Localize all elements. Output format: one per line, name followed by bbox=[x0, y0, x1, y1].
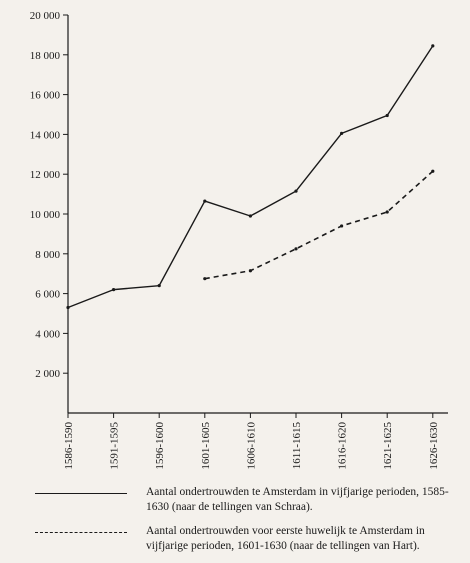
x-tick-label: 1586-1590 bbox=[63, 422, 75, 470]
legend-solid-line-swatch bbox=[35, 493, 127, 494]
series-solid-point bbox=[385, 113, 389, 118]
series-solid-point bbox=[294, 189, 298, 193]
series-solid-point bbox=[248, 214, 252, 218]
y-tick-label: 14 000 bbox=[30, 129, 61, 141]
x-tick-label: 1616-1620 bbox=[337, 422, 349, 470]
series-solid-point bbox=[431, 44, 435, 48]
y-tick-label: 4 000 bbox=[35, 328, 60, 340]
series-dashed-point bbox=[340, 224, 344, 228]
y-tick-label: 8 000 bbox=[35, 249, 60, 261]
y-tick-label: 10 000 bbox=[30, 209, 61, 221]
x-tick-label: 1606-1610 bbox=[245, 422, 257, 470]
y-tick-label: 16 000 bbox=[30, 90, 61, 102]
series-dashed-point bbox=[431, 169, 435, 173]
legend-dashed-label: Aantal ondertrouwden voor eerste huwelij… bbox=[146, 525, 425, 552]
series-dashed-point bbox=[294, 247, 298, 251]
series-lines bbox=[66, 44, 435, 310]
y-tick-label: 12 000 bbox=[30, 169, 61, 181]
axes bbox=[67, 15, 448, 414]
x-axis-ticks: 1586-1590 1591-1595 1596-1600 1601-1605 1606… bbox=[63, 413, 440, 470]
x-tick-label: 1621-1625 bbox=[382, 422, 394, 470]
y-axis-ticks: 2 000 4 000 6 000 8 000 10 000 12 000 14 000 16… bbox=[30, 10, 68, 380]
legend-dashed-line-swatch bbox=[35, 532, 127, 533]
y-tick-label: 20 000 bbox=[30, 10, 61, 22]
series-solid-point bbox=[66, 305, 70, 310]
series-solid-point bbox=[340, 131, 344, 136]
series-dashed-line bbox=[204, 170, 434, 280]
series-dashed-point bbox=[203, 277, 207, 281]
legend-solid-label: Aantal ondertrouwden te Amsterdam in vij… bbox=[146, 486, 449, 513]
series-solid-point bbox=[203, 199, 207, 203]
x-tick-label: 1611-1615 bbox=[291, 422, 303, 470]
y-tick-label: 18 000 bbox=[30, 50, 61, 62]
series-solid-point bbox=[112, 288, 116, 292]
series-solid-line bbox=[67, 45, 434, 309]
y-tick-label: 6 000 bbox=[35, 289, 60, 301]
x-tick-label: 1591-1595 bbox=[109, 422, 121, 470]
y-tick-label: 2 000 bbox=[35, 368, 60, 380]
series-dashed-point bbox=[385, 210, 389, 214]
x-tick-label: 1601-1605 bbox=[200, 422, 212, 470]
x-tick-label: 1626-1630 bbox=[428, 422, 440, 470]
x-tick-label: 1596-1600 bbox=[154, 422, 166, 470]
line-chart: 2 000 4 000 6 000 8 000 10 000 12 000 14 000 16… bbox=[30, 10, 448, 470]
series-dashed-point bbox=[248, 269, 252, 273]
series-solid-point bbox=[157, 284, 161, 288]
